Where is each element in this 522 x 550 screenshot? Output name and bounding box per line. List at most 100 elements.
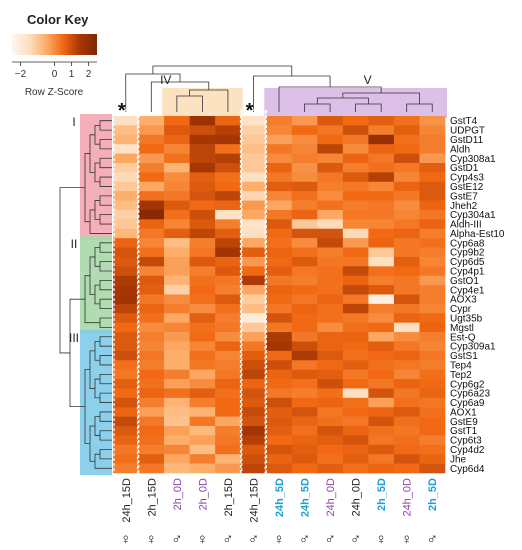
heatmap-cell (215, 153, 241, 164)
dendrogram-branch (59, 187, 85, 354)
heatmap-cell (215, 369, 241, 380)
heatmap-cell (419, 191, 446, 201)
heatmap-cell (291, 360, 318, 370)
heatmap-cell (266, 191, 293, 201)
heatmap-cell (240, 238, 267, 248)
heatmap-cell (164, 285, 190, 295)
heatmap-cell (240, 294, 267, 305)
heatmap-cell (138, 426, 165, 436)
heatmap-cell (393, 332, 420, 342)
heatmap-cell (393, 266, 420, 277)
heatmap-cell (138, 238, 165, 248)
heatmap-cell (393, 228, 420, 239)
heatmap-cell (215, 256, 241, 267)
heatmap-cell (189, 256, 216, 267)
heatmap-cell (368, 350, 395, 361)
heatmap-cell (266, 313, 293, 323)
heatmap-cell (393, 134, 420, 145)
heatmap-cell (342, 426, 369, 436)
column-label: 2h_15D (146, 478, 158, 517)
heatmap-cells (113, 116, 446, 474)
row-label: Cyp9b2 (450, 248, 485, 259)
heatmap-cell (266, 454, 293, 464)
heatmap-cell (266, 144, 293, 154)
heatmap-cell (164, 125, 190, 136)
heatmap-cell (215, 266, 241, 277)
heatmap-cell (317, 313, 344, 323)
star-marker: * (118, 100, 126, 122)
heatmap-cell (291, 463, 318, 474)
color-key-tick-label: 1 (69, 69, 75, 80)
heatmap-cell (164, 416, 190, 427)
heatmap-cell (113, 219, 139, 230)
heatmap-cell (138, 116, 165, 126)
heatmap-cell (240, 200, 267, 211)
row-labels: GstT4UDPGTGstD11AldhCyp308a1GstD1Cyp4s3G… (450, 116, 505, 475)
heatmap-cell (419, 144, 446, 154)
column-label: 24h_15D (121, 478, 133, 523)
heatmap-cell (164, 369, 190, 380)
heatmap-cell (113, 200, 139, 211)
color-key-tick-label: 0 (52, 69, 58, 80)
heatmap-cell (317, 332, 344, 342)
heatmap-cell (189, 116, 216, 126)
heatmap-cell (317, 162, 344, 173)
heatmap-cell (291, 191, 318, 201)
sex-symbol: ♀ (376, 531, 387, 548)
heatmap-cell (342, 219, 369, 230)
heatmap-cell (266, 247, 293, 258)
heatmap-cell (138, 247, 165, 258)
heatmap-cell (215, 397, 241, 408)
heatmap-cell (164, 256, 190, 267)
heatmap-cell (266, 435, 293, 446)
heatmap-cell (368, 116, 395, 126)
heatmap-cell (113, 209, 139, 220)
heatmap-cell (419, 407, 446, 417)
heatmap-cell (419, 360, 446, 370)
heatmap-cell (266, 332, 293, 342)
heatmap-cell (189, 153, 216, 164)
heatmap-cell (113, 285, 139, 295)
column-labels: 24h_15D 2h_15D 2h_0D 2h_0D 2h_15D 24h_15D 24h_… (121, 478, 439, 523)
heatmap-cell (164, 407, 190, 417)
heatmap-cell (113, 153, 139, 164)
heatmap-cell (215, 247, 241, 258)
heatmap-cell (342, 379, 369, 389)
heatmap-cell (317, 125, 344, 136)
heatmap-cell (419, 219, 446, 230)
heatmap-cell (291, 426, 318, 436)
heatmap-cell (393, 294, 420, 305)
heatmap-cell (266, 285, 293, 295)
column-dendrogram (125, 65, 433, 112)
heatmap-cell (342, 247, 369, 258)
heatmap-cell (342, 275, 369, 286)
starred-column-frame (241, 109, 266, 478)
heatmap-cell (368, 238, 395, 248)
heatmap-cell (393, 435, 420, 446)
heatmap-cell (138, 332, 165, 342)
heatmap-cell (215, 332, 241, 342)
sex-symbol: ♀ (197, 531, 208, 548)
heatmap-cell (164, 303, 190, 314)
heatmap-cell (419, 134, 446, 145)
heatmap-cell (317, 360, 344, 370)
heatmap-cell (419, 341, 446, 352)
heatmap-cell (266, 116, 293, 126)
heatmap-cell (240, 125, 267, 136)
row-label: Jhe (450, 454, 467, 465)
sex-symbol: ♂ (350, 531, 361, 548)
heatmap-cell (419, 153, 446, 164)
heatmap-cell (291, 275, 318, 286)
sex-symbol: ♂ (299, 531, 310, 548)
heatmap-cell (113, 435, 139, 446)
heatmap-cell (189, 181, 216, 192)
heatmap-cell (113, 294, 139, 305)
heatmap-cell (368, 454, 395, 464)
heatmap-cell (368, 360, 395, 370)
heatmap-cell (113, 454, 139, 464)
heatmap-cell (164, 463, 190, 474)
heatmap-cell (317, 463, 344, 474)
heatmap-cell (215, 444, 241, 455)
heatmap-cell (113, 322, 139, 333)
heatmap-cell (291, 303, 318, 314)
